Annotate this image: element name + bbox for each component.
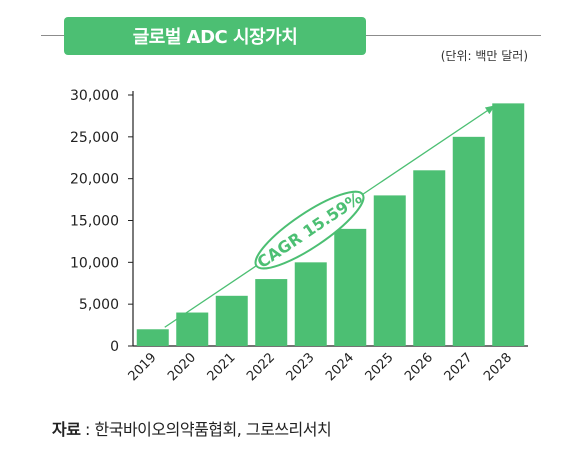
y-tick-label: 30,000 xyxy=(70,88,119,104)
bar-2026 xyxy=(413,170,446,346)
source-note: 자료 : 한국바이오의약품협회, 그로쓰리서치 xyxy=(52,416,332,440)
x-tick-label: 2019 xyxy=(126,350,160,384)
x-tick-label: 2028 xyxy=(481,350,515,384)
x-tick-label: 2023 xyxy=(284,350,318,384)
y-tick-label: 5,000 xyxy=(79,297,119,313)
bar-2028 xyxy=(492,103,525,346)
x-tick-label: 2024 xyxy=(323,350,357,384)
bar-2024 xyxy=(334,228,367,346)
cagr-ellipse xyxy=(254,190,365,270)
y-tick-label: 0 xyxy=(110,339,119,355)
bar-2025 xyxy=(373,195,406,346)
unit-label: (단위: 백만 달러) xyxy=(440,49,528,63)
bar-2020 xyxy=(176,312,209,346)
bar-2022 xyxy=(255,279,288,346)
x-tick-label: 2026 xyxy=(402,350,436,384)
y-tick-label: 10,000 xyxy=(70,255,119,271)
y-tick-label: 20,000 xyxy=(70,172,119,188)
x-tick-label: 2020 xyxy=(165,350,199,384)
x-tick-label: 2021 xyxy=(205,350,239,384)
bar-2023 xyxy=(294,262,327,346)
bar-2021 xyxy=(215,295,248,346)
y-tick-label: 25,000 xyxy=(70,130,119,146)
x-tick-label: 2022 xyxy=(244,350,278,384)
y-tick-label: 15,000 xyxy=(70,214,119,230)
bar-2019 xyxy=(136,329,169,346)
x-tick-label: 2027 xyxy=(442,350,476,384)
chart-title: 글로벌 ADC 시장가치 xyxy=(64,17,366,55)
source-label: 자료 xyxy=(52,420,81,439)
x-tick-label: 2025 xyxy=(363,350,397,384)
bar-2027 xyxy=(452,136,485,346)
source-text: : 한국바이오의약품협회, 그로쓰리서치 xyxy=(85,420,332,439)
